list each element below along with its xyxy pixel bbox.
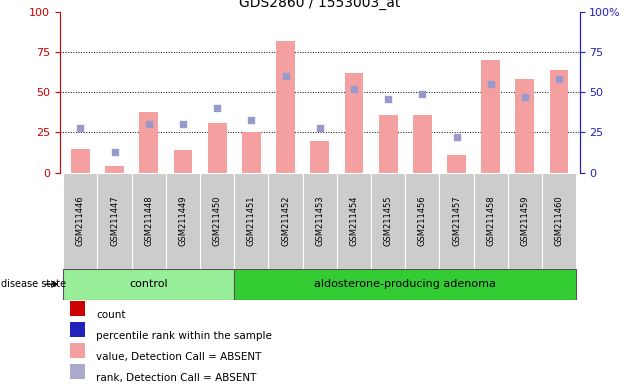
Text: GSM211453: GSM211453: [315, 195, 324, 246]
Point: [76, 124, 86, 131]
Bar: [234, 173, 268, 269]
Point: [144, 121, 154, 127]
Bar: [71, 301, 85, 316]
Text: GSM211449: GSM211449: [178, 195, 188, 246]
Bar: [234, 269, 576, 300]
Bar: [337, 173, 371, 269]
Point: [280, 73, 290, 79]
Bar: [311, 141, 329, 173]
Text: GSM211454: GSM211454: [350, 195, 358, 246]
Bar: [132, 173, 166, 269]
Point: [246, 116, 256, 122]
Point: [314, 124, 324, 131]
Point: [417, 91, 427, 97]
Point: [452, 134, 462, 141]
Text: GSM211447: GSM211447: [110, 195, 119, 246]
Title: GDS2860 / 1553003_at: GDS2860 / 1553003_at: [239, 0, 401, 10]
Bar: [71, 322, 85, 337]
Bar: [474, 173, 508, 269]
Point: [178, 121, 188, 127]
Bar: [173, 150, 192, 173]
Text: GSM211460: GSM211460: [554, 195, 564, 246]
Bar: [447, 155, 466, 173]
Text: aldosterone-producing adenoma: aldosterone-producing adenoma: [314, 279, 496, 289]
Bar: [481, 60, 500, 173]
Bar: [71, 364, 85, 379]
Text: count: count: [96, 310, 126, 320]
Point: [554, 76, 564, 82]
Point: [212, 105, 222, 111]
Bar: [508, 173, 542, 269]
Text: value, Detection Call = ABSENT: value, Detection Call = ABSENT: [96, 352, 261, 362]
Bar: [413, 115, 432, 173]
Text: GSM211458: GSM211458: [486, 195, 495, 246]
Bar: [98, 173, 132, 269]
Point: [383, 96, 393, 102]
Bar: [71, 149, 89, 173]
Point: [520, 94, 530, 100]
Text: rank, Detection Call = ABSENT: rank, Detection Call = ABSENT: [96, 373, 256, 383]
Bar: [208, 123, 227, 173]
Bar: [242, 132, 261, 173]
Text: GSM211450: GSM211450: [213, 195, 222, 246]
Bar: [405, 173, 439, 269]
Text: GSM211448: GSM211448: [144, 195, 153, 246]
Bar: [139, 111, 158, 173]
Text: GSM211457: GSM211457: [452, 195, 461, 246]
Text: GSM211459: GSM211459: [520, 195, 529, 246]
Bar: [371, 173, 405, 269]
Text: GSM211456: GSM211456: [418, 195, 427, 246]
Bar: [71, 343, 85, 358]
Bar: [379, 115, 398, 173]
Bar: [439, 173, 474, 269]
Bar: [550, 70, 568, 173]
Bar: [63, 173, 98, 269]
Point: [110, 149, 120, 155]
Text: GSM211446: GSM211446: [76, 195, 85, 246]
Bar: [166, 173, 200, 269]
Bar: [276, 41, 295, 173]
Text: disease state: disease state: [1, 279, 66, 289]
Bar: [345, 73, 364, 173]
Text: GSM211452: GSM211452: [281, 195, 290, 246]
Bar: [105, 166, 124, 173]
Bar: [515, 79, 534, 173]
Text: control: control: [129, 279, 168, 289]
Point: [486, 81, 496, 87]
Bar: [63, 269, 234, 300]
Bar: [268, 173, 302, 269]
Bar: [542, 173, 576, 269]
Text: GSM211455: GSM211455: [384, 195, 392, 246]
Point: [349, 86, 359, 92]
Text: percentile rank within the sample: percentile rank within the sample: [96, 331, 272, 341]
Bar: [200, 173, 234, 269]
Text: GSM211451: GSM211451: [247, 195, 256, 246]
Bar: [302, 173, 337, 269]
